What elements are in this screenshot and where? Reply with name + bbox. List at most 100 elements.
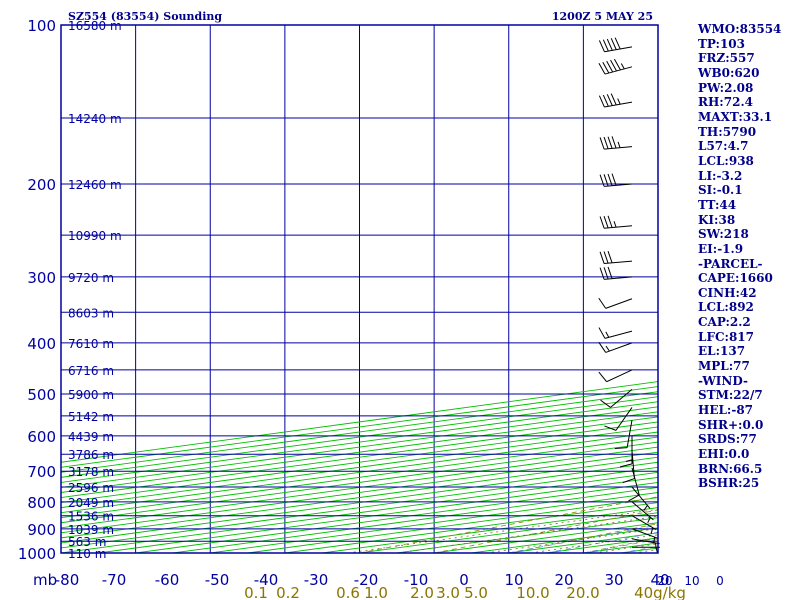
wind-barb-staff: [631, 501, 654, 521]
wind-barb: [598, 341, 633, 353]
pressure-tick-label: 600: [27, 428, 56, 446]
wind-axis-label: 20: [657, 574, 672, 588]
wind-barb: [598, 58, 633, 75]
isotherm-line: [61, 406, 658, 488]
wind-barb-staff: [631, 528, 659, 539]
wind-barb: [631, 501, 654, 524]
isotherm-line: [61, 381, 658, 463]
wind-barb-feather: [607, 266, 613, 279]
wind-barb-half-feather: [643, 505, 648, 511]
pressure-tick-label: 900: [27, 521, 56, 539]
wind-barb-feather: [602, 61, 610, 74]
wind-barb: [598, 37, 633, 53]
temperature-tick-label: -70: [102, 571, 127, 589]
wind-barb-feather: [598, 371, 608, 383]
height-label: 12460 m: [68, 178, 122, 192]
index-item: MPL:77: [698, 359, 750, 374]
wind-barb-staff: [631, 515, 657, 531]
temperature-tick-label: -50: [205, 571, 230, 589]
wind-barb-staff: [604, 260, 633, 265]
pressure-tick-label: 300: [27, 269, 56, 287]
wind-barb-half-feather: [605, 331, 610, 338]
wind-barb-feather: [603, 267, 609, 280]
wind-axis-label: 0: [716, 574, 724, 588]
isotherm-line: [61, 436, 658, 519]
wind-barb-staff: [605, 342, 633, 353]
wind-barb: [598, 297, 633, 309]
isotherm-line: [61, 451, 658, 534]
index-item: KI:38: [698, 212, 736, 227]
wind-barb-half-feather: [613, 221, 617, 228]
mixing-ratio-label: 3.0: [436, 584, 460, 600]
wind-barb: [614, 419, 633, 449]
index-item: EL:137: [698, 344, 746, 359]
index-item: PW:2.08: [698, 80, 754, 95]
index-item: HEL:-87: [698, 403, 754, 418]
height-label: 6716 m: [68, 364, 114, 378]
height-label: 5900 m: [68, 388, 114, 402]
wind-barb-feather: [606, 94, 613, 106]
height-label: 2049 m: [68, 496, 114, 510]
height-label: 14240 m: [68, 112, 122, 126]
wind-barb-feather: [613, 58, 621, 71]
wind-barb-staff: [631, 467, 640, 496]
temperature-tick-label: -10: [404, 571, 429, 589]
wind-barb-feather: [607, 136, 613, 149]
wind-barb-feather: [614, 447, 628, 449]
temperature-tick-label: 10: [504, 571, 523, 589]
index-item: BRN:66.5: [698, 461, 763, 476]
isotherm-line: [61, 396, 658, 478]
isotherm-line: [61, 391, 658, 473]
isotherm-line: [61, 471, 658, 553]
wind-barb: [598, 93, 633, 108]
wind-barb: [619, 435, 633, 468]
wind-barb-half-feather: [620, 63, 625, 70]
wind-barb: [631, 486, 651, 511]
wind-barb-staff: [605, 298, 633, 309]
isotherm-line: [61, 446, 658, 529]
wind-barb-staff: [626, 419, 633, 448]
wind-barb-feather: [607, 173, 613, 186]
index-item: MAXT:33.1: [698, 109, 773, 124]
wind-barb-feather: [598, 297, 607, 309]
wind-barb-staff: [604, 183, 633, 187]
pressure-tick-label: 700: [27, 463, 56, 481]
wind-barb-staff: [610, 389, 633, 408]
wind-barb-staff: [604, 225, 633, 229]
wind-barb: [631, 528, 659, 544]
index-item: SHR+:0.0: [698, 417, 764, 432]
temperature-tick-label: 40: [650, 571, 669, 589]
isotherm-line: [61, 466, 658, 549]
isotherm-line: [61, 421, 658, 504]
temperature-tick-label: -30: [304, 571, 329, 589]
temperature-tick-label: 20: [554, 571, 573, 589]
isotherm-line: [98, 476, 658, 553]
wind-barb: [604, 407, 633, 431]
wind-barb-half-feather: [647, 517, 651, 524]
wind-barb-feather: [598, 62, 606, 75]
wind-barb: [599, 215, 633, 229]
index-item: LCL:938: [698, 153, 754, 168]
index-item: LCL:892: [698, 300, 754, 315]
height-label: 16580 m: [68, 19, 122, 33]
wind-barb: [598, 369, 633, 383]
index-item: EHI:0.0: [698, 447, 750, 462]
temperature-tick-label: -40: [254, 571, 279, 589]
wind-barb-feather: [610, 38, 617, 50]
wind-barb: [599, 266, 633, 280]
wind-barb-staff: [615, 407, 633, 431]
wind-axis-label: 10: [684, 574, 699, 588]
temperature-tick-label: -80: [55, 571, 80, 589]
wind-barb-feather: [598, 341, 607, 353]
isotherm-line: [61, 416, 658, 498]
wind-barb-half-feather: [653, 536, 656, 544]
height-label: 9720 m: [68, 271, 114, 285]
wind-barb-feather: [598, 95, 605, 108]
temperature-tick-label: -60: [155, 571, 180, 589]
isotherm-line: [61, 431, 658, 514]
height-label: 563 m: [68, 535, 106, 549]
wind-barb-half-feather: [625, 459, 633, 462]
wind-barb-feather: [607, 215, 613, 228]
